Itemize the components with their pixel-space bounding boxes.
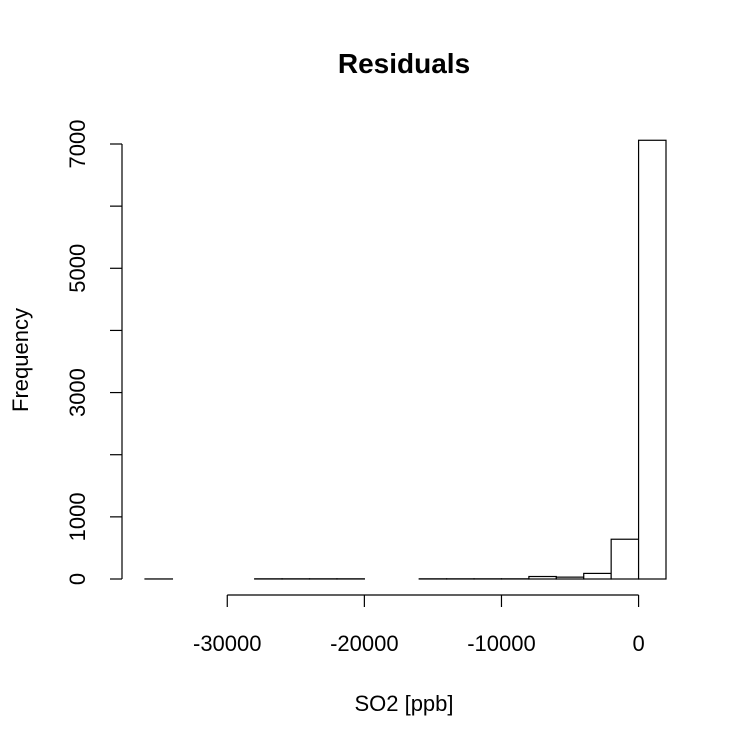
y-tick-label: 0 [65, 573, 90, 585]
x-tick-label: -30000 [193, 631, 262, 656]
y-tick-label: 5000 [65, 244, 90, 293]
histogram-bar [528, 575, 557, 580]
y-tick-label: 1000 [65, 492, 90, 541]
x-axis-label: SO2 [ppb] [354, 691, 453, 716]
y-tick-label: 3000 [65, 368, 90, 417]
y-tick-label: 7000 [65, 120, 90, 169]
y-axis: 0 1000 3000 5000 7000 [65, 120, 123, 585]
histogram-bar [637, 139, 667, 580]
y-axis-label: Frequency [8, 308, 33, 412]
histogram-bar [610, 538, 640, 580]
x-axis: -30000 -20000 -10000 0 [193, 594, 645, 656]
histogram-bars [144, 139, 667, 580]
x-tick-label: 0 [632, 631, 644, 656]
chart-title: Residuals [338, 48, 470, 79]
histogram-bar [555, 576, 585, 580]
x-tick-label: -20000 [330, 631, 399, 656]
histogram-bar [583, 572, 612, 580]
x-tick-label: -10000 [467, 631, 536, 656]
